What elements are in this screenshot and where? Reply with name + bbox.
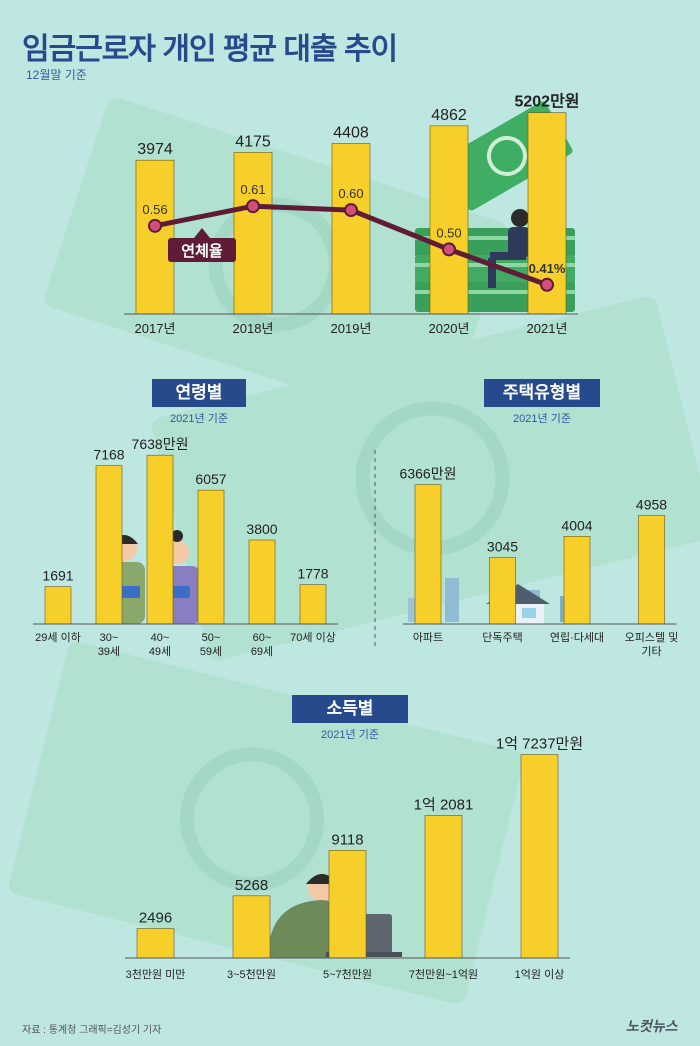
housing-section-subtitle: 2021년 기준: [513, 413, 571, 425]
age-value-label: 7638만원: [132, 436, 189, 452]
income-bar: [520, 754, 559, 959]
delinquency-rate-point: [344, 203, 358, 218]
delinquency-rate-point: [246, 199, 260, 214]
income-category-label: 1억원 이상: [515, 968, 565, 981]
income-bar: [136, 928, 175, 959]
age-bar: [146, 454, 174, 625]
delinquency-rate-label: 0.60: [338, 186, 363, 201]
delinquency-rate-label: 0.50: [436, 225, 461, 240]
income-category-label: 3천만원 미만: [126, 967, 186, 981]
housing-category-label: 아파트: [413, 631, 443, 644]
housing-bar: [414, 484, 442, 625]
age-value-label: 6057: [195, 471, 226, 487]
source-credit: 자료 : 통계청 그래픽=김성기 기자: [22, 1025, 162, 1036]
housing-bar: [489, 557, 516, 625]
age-value-label: 7168: [93, 447, 124, 463]
age-category-label: 49세: [149, 645, 171, 658]
income-value-label: 9118: [331, 831, 363, 848]
age-section-subtitle: 2021년 기준: [170, 413, 228, 425]
trend-value-label: 4862: [431, 107, 467, 124]
trend-value-label: 3974: [137, 141, 173, 158]
housing-category-label: 기타: [641, 645, 661, 658]
delinquency-rate-point: [442, 242, 456, 257]
age-category-label: 40~: [151, 632, 170, 644]
age-category-label: 70세 이상: [290, 631, 336, 644]
page-subtitle: 12월말 기준: [26, 68, 87, 82]
age-category-label: 50~: [202, 632, 221, 644]
delinquency-rate-label: 0.61: [240, 182, 265, 197]
trend-value-label: 5202만원: [514, 93, 579, 111]
delinquency-legend-pointer: [194, 228, 210, 238]
trend-value-label: 4408: [333, 124, 369, 141]
trend-category-label: 2018년: [233, 321, 274, 336]
age-category-label: 39세: [98, 645, 120, 658]
housing-bar: [563, 536, 591, 625]
age-section-title: 연령별: [152, 379, 246, 407]
delinquency-rate-point: [148, 218, 162, 233]
trend-bar: [331, 143, 371, 315]
delinquency-legend-label: 연체율: [181, 243, 223, 260]
housing-category-label: 연립·다세대: [550, 631, 604, 644]
income-section-title: 소득별: [292, 695, 408, 723]
delinquency-rate-label: 0.41%: [529, 261, 566, 276]
housing-bar: [638, 515, 665, 625]
page-title: 임금근로자 개인 평균 대출 추이: [22, 33, 398, 66]
age-category-label: 59세: [200, 645, 222, 658]
age-bar: [248, 539, 276, 625]
age-bar: [299, 584, 327, 625]
housing-value-label: 6366만원: [400, 466, 457, 482]
age-category-label: 29세 이하: [35, 630, 81, 644]
income-section-subtitle: 2021년 기준: [321, 729, 379, 741]
trend-category-label: 2017년: [135, 321, 176, 336]
income-value-label: 2496: [139, 910, 172, 927]
brand-logo: 노컷뉴스: [626, 1018, 678, 1034]
trend-category-label: 2020년: [429, 321, 470, 336]
trend-bar: [429, 125, 469, 315]
age-category-label: 69세: [251, 645, 273, 658]
trend-bar: [233, 152, 273, 315]
age-value-label: 3800: [246, 521, 277, 537]
delinquency-rate-label: 0.56: [142, 202, 167, 217]
age-value-label: 1778: [297, 566, 328, 582]
income-category-label: 3~5천만원: [227, 967, 276, 981]
income-category-label: 5~7천만원: [323, 967, 372, 981]
income-bar: [328, 850, 367, 959]
income-value-label: 5268: [235, 877, 268, 894]
age-bar: [95, 465, 123, 625]
trend-category-label: 2021년: [527, 321, 568, 336]
age-category-label: 60~: [253, 632, 272, 644]
income-bar: [424, 815, 463, 959]
age-bar: [44, 586, 72, 625]
delinquency-legend-tag: [168, 238, 236, 262]
housing-section-title: 주택유형별: [484, 379, 600, 407]
income-value-label: 1억 2081: [414, 796, 474, 813]
income-category-label: 7천만원~1억원: [409, 967, 478, 981]
age-category-label: 30~: [100, 632, 119, 644]
trend-value-label: 4175: [235, 133, 271, 150]
trend-category-label: 2019년: [331, 321, 372, 336]
housing-category-label: 오피스텔 및: [625, 631, 679, 644]
income-bar: [232, 895, 271, 959]
delinquency-rate-point: [540, 277, 554, 292]
housing-value-label: 4004: [561, 517, 592, 533]
housing-value-label: 4958: [636, 496, 667, 512]
trend-bar: [135, 159, 175, 315]
housing-value-label: 3045: [487, 538, 518, 554]
housing-category-label: 단독주택: [482, 631, 522, 644]
age-bar: [197, 489, 225, 625]
income-value-label: 1억 7237만원: [496, 736, 583, 753]
age-value-label: 1691: [42, 568, 73, 584]
